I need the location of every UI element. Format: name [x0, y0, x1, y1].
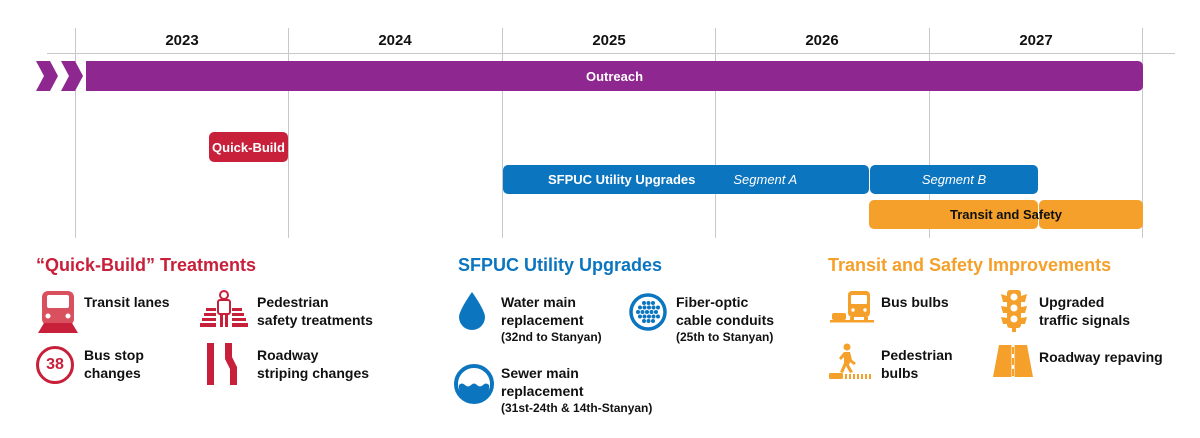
sewer-icon [454, 364, 494, 404]
year-axis-line [47, 53, 1175, 54]
outreach-bar: Outreach [86, 61, 1143, 91]
gridline-2023 [75, 28, 76, 238]
pedestrian-bulb-icon [829, 343, 871, 379]
bus-stop-38-icon: 38 [36, 346, 74, 384]
sfpuc-bar-label: SFPUC Utility Upgrades [548, 172, 696, 187]
water-main-label: Water main replacement (32nd to Stanyan) [501, 293, 602, 346]
year-label-2027: 2027 [1019, 32, 1053, 49]
fiber-optic-line1: Fiber-optic [676, 294, 749, 310]
year-label-2024: 2024 [378, 32, 412, 49]
year-label-2023: 2023 [165, 32, 199, 49]
quick-build-bar: Quick-Build [209, 132, 288, 162]
gridline-2026 [715, 28, 716, 238]
pedestrian-bulbs-line2: bulbs [881, 365, 919, 381]
water-main-line1: Water main [501, 294, 576, 310]
pedestrian-safety-line1: Pedestrian [257, 294, 329, 310]
bus-stop-line2: changes [84, 365, 141, 381]
water-main-line2: replacement [501, 312, 584, 328]
transit-safety-bar-a [869, 200, 1038, 229]
bus-stop-number: 38 [46, 356, 64, 373]
transit-safety-label: Transit and Safety [950, 207, 1062, 222]
segment-b-bar: Segment B [870, 165, 1038, 194]
bus-bulb-icon [830, 291, 874, 323]
roadway-striping-line2: striping changes [257, 365, 370, 381]
gridline-2027 [929, 28, 930, 238]
water-main-sub: (32nd to Stanyan) [501, 330, 602, 344]
road-repaving-icon [993, 345, 1033, 377]
chevron-arrows-icon [36, 61, 100, 91]
water-drop-icon [459, 292, 485, 330]
fiber-optic-label: Fiber-optic cable conduits (25th to Stan… [676, 293, 774, 346]
bus-stop-line1: Bus stop [84, 347, 144, 363]
sfpuc-title: SFPUC Utility Upgrades [458, 255, 663, 275]
transit-lanes-label: Transit lanes [84, 294, 170, 310]
fiber-optic-sub: (25th to Stanyan) [676, 330, 774, 344]
fiber-optic-line2: cable conduits [676, 312, 775, 328]
pedestrian-safety-line2: safety treatments [257, 312, 373, 328]
sewer-main-label: Sewer main replacement (31st-24th & 14th… [501, 364, 652, 417]
roadway-striping-line1: Roadway [257, 347, 319, 363]
quick-build-title: “Quick-Build” Treatments [36, 255, 257, 275]
year-label-2026: 2026 [805, 32, 839, 49]
pedestrian-bulbs-line1: Pedestrian [881, 347, 953, 363]
sewer-main-line1: Sewer main [501, 365, 579, 381]
pedestrian-crosswalk-icon [200, 290, 248, 327]
bus-icon [38, 291, 78, 333]
traffic-signals-line2: traffic signals [1039, 312, 1131, 328]
road-striping-icon [207, 343, 237, 385]
sewer-main-sub: (31st-24th & 14th-Stanyan) [501, 401, 653, 415]
traffic-signals-line1: Upgraded [1039, 294, 1105, 310]
traffic-signals-label: Upgraded traffic signals [1039, 293, 1130, 329]
bus-bulbs-label: Bus bulbs [881, 294, 949, 310]
fiber-optic-icon [629, 293, 667, 331]
gridline-2024 [288, 28, 289, 238]
year-label-2025: 2025 [592, 32, 626, 49]
sewer-main-line2: replacement [501, 383, 584, 399]
gridline-2025 [502, 28, 503, 238]
traffic-signal-icon [1001, 290, 1027, 332]
gridline-end [1142, 28, 1143, 238]
roadway-repaving-label: Roadway repaving [1039, 349, 1163, 365]
transit-safety-title: Transit and Safety Improvements [828, 255, 1112, 275]
sfpuc-bar: SFPUC Utility Upgrades Segment A [503, 165, 869, 194]
segment-a-label: Segment A [733, 172, 798, 187]
bus-stop-changes-label: Bus stop changes [84, 346, 144, 382]
pedestrian-bulbs-label: Pedestrian bulbs [881, 346, 953, 382]
transit-safety-bar-b [1039, 200, 1143, 229]
roadway-striping-label: Roadway striping changes [257, 346, 369, 382]
pedestrian-safety-label: Pedestrian safety treatments [257, 293, 373, 329]
